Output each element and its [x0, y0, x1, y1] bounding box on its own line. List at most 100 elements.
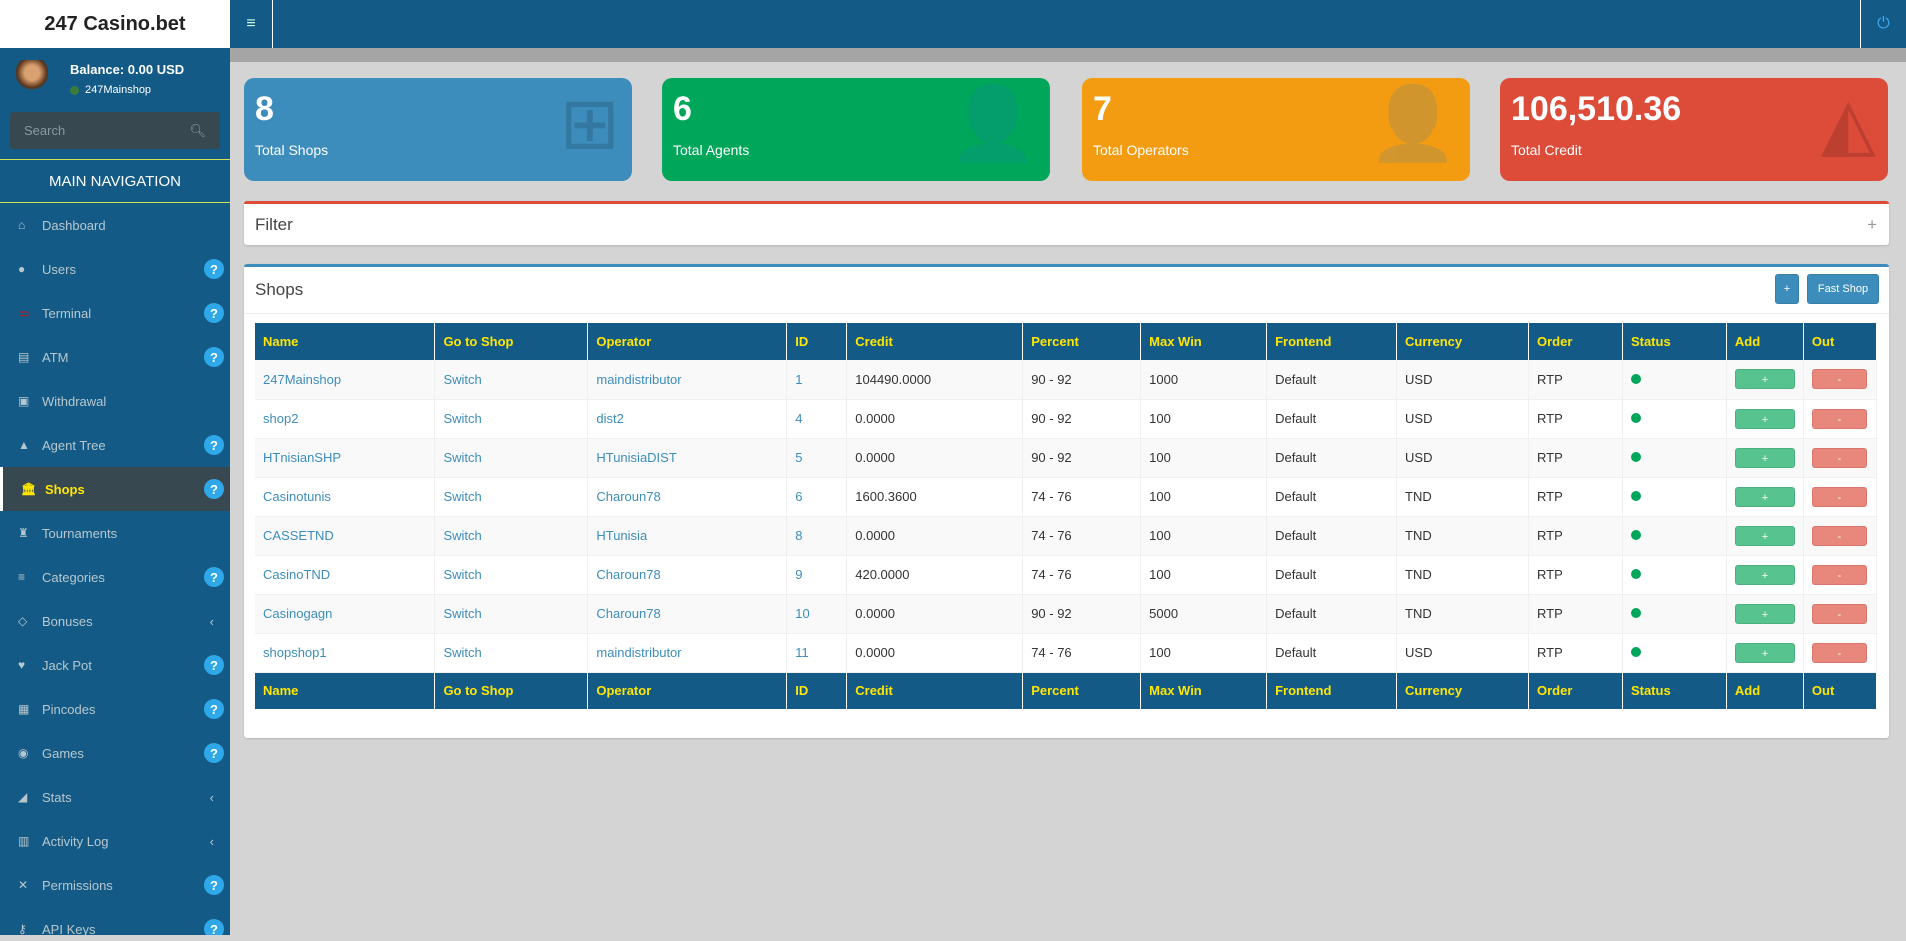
column-header[interactable]: Order [1528, 672, 1623, 709]
cell-go[interactable]: Switch [443, 371, 482, 387]
cell-id[interactable]: 8 [795, 528, 803, 543]
sidebar-item-pincodes[interactable]: ▦ Pincodes? [0, 687, 230, 731]
cell-go[interactable]: Switch [443, 645, 482, 660]
withdraw-credit-button[interactable]: - [1811, 447, 1867, 468]
cell-name[interactable]: CASSETND [263, 528, 334, 543]
column-header[interactable]: Add [1726, 672, 1804, 709]
stat-card-total-agents[interactable]: 6 Total Agents 👤 [662, 78, 1050, 181]
cell-operator[interactable]: maindistributor [596, 645, 682, 660]
sidebar-item-activity-log[interactable]: ▥ Activity Log ‹ [0, 819, 230, 863]
sidebar-item-stats[interactable]: ◢ Stats ‹ [0, 775, 230, 819]
column-header[interactable]: Operator [587, 672, 788, 709]
filter-panel[interactable]: Filter + [244, 201, 1889, 245]
column-header[interactable]: Add [1726, 323, 1804, 360]
withdraw-credit-button[interactable]: - [1811, 525, 1867, 546]
sidebar-item-users[interactable]: ● Users? [0, 247, 230, 291]
cell-id[interactable]: 4 [795, 411, 803, 426]
fast-shop-button[interactable]: Fast Shop [1807, 274, 1879, 304]
chevron-left-icon[interactable]: ‹ [209, 833, 214, 849]
add-credit-button[interactable]: + [1734, 408, 1795, 429]
cell-name[interactable]: shop2 [263, 411, 299, 426]
withdraw-credit-button[interactable]: - [1811, 408, 1867, 429]
cell-operator[interactable]: dist2 [596, 411, 624, 426]
help-icon[interactable]: ? [204, 259, 224, 279]
cell-operator[interactable]: Charoun78 [596, 567, 661, 582]
cell-go[interactable]: Switch [443, 606, 482, 621]
help-icon[interactable]: ? [204, 699, 224, 719]
column-header[interactable]: Order [1528, 323, 1623, 360]
withdraw-credit-button[interactable]: - [1811, 603, 1867, 624]
help-icon[interactable]: ? [204, 303, 224, 323]
column-header[interactable]: Percent [1022, 672, 1142, 709]
cell-id[interactable]: 11 [795, 645, 809, 660]
withdraw-credit-button[interactable]: - [1811, 642, 1867, 663]
search-icon[interactable]: 🔍︎ [189, 122, 206, 138]
add-shop-button[interactable]: + [1775, 274, 1799, 304]
column-header[interactable]: Status [1622, 672, 1727, 709]
sidebar-item-games[interactable]: ◉ Games? [0, 731, 230, 775]
app-logo[interactable]: 247 Casino.bet [0, 0, 230, 48]
cell-go[interactable]: Switch [443, 567, 482, 582]
help-icon[interactable]: ? [204, 435, 224, 455]
cell-name[interactable]: CasinoTND [263, 567, 331, 582]
sidebar-item-api-keys[interactable]: ⚷ API Keys? [0, 907, 230, 935]
column-header[interactable]: Currency [1396, 323, 1529, 360]
sidebar-item-withdrawal[interactable]: ▣ Withdrawal [0, 379, 230, 423]
column-header[interactable]: Frontend [1266, 672, 1398, 709]
chevron-left-icon[interactable]: ‹ [209, 613, 214, 629]
cell-name[interactable]: 247Mainshop [263, 371, 342, 387]
sidebar-item-bonuses[interactable]: ◇ Bonuses ‹ [0, 599, 230, 643]
column-header[interactable]: Max Win [1140, 323, 1268, 360]
cell-id[interactable]: 5 [795, 450, 803, 465]
column-header[interactable]: ID [786, 672, 848, 709]
cell-name[interactable]: Casinogagn [263, 606, 333, 621]
stat-card-total-shops[interactable]: 8 Total Shops ⊞ [244, 78, 632, 181]
column-header[interactable]: Max Win [1140, 672, 1268, 709]
withdraw-credit-button[interactable]: - [1811, 564, 1867, 585]
cell-go[interactable]: Switch [443, 411, 482, 426]
sidebar-item-agent-tree[interactable]: ▲ Agent Tree? [0, 423, 230, 467]
column-header[interactable]: Credit [846, 323, 1024, 360]
column-header[interactable]: Credit [846, 672, 1024, 709]
add-credit-button[interactable]: + [1734, 564, 1795, 585]
cell-operator[interactable]: HTunisia [596, 528, 648, 543]
sidebar-item-terminal[interactable]: ▭ Terminal? [0, 291, 230, 335]
column-header[interactable]: Operator [587, 323, 788, 360]
help-icon[interactable]: ? [204, 919, 224, 935]
chevron-left-icon[interactable]: ‹ [209, 789, 214, 805]
cell-operator[interactable]: Charoun78 [596, 606, 661, 621]
cell-id[interactable]: 10 [795, 606, 810, 621]
column-header[interactable]: Out [1803, 672, 1878, 709]
help-icon[interactable]: ? [204, 655, 224, 675]
cell-go[interactable]: Switch [443, 528, 482, 543]
help-icon[interactable]: ? [204, 743, 224, 763]
column-header[interactable]: Percent [1022, 323, 1142, 360]
cell-id[interactable]: 1 [795, 371, 803, 387]
sidebar-item-tournaments[interactable]: ♜ Tournaments [0, 511, 230, 555]
column-header[interactable]: ID [786, 323, 848, 360]
column-header[interactable]: Frontend [1266, 323, 1398, 360]
stat-card-total-operators[interactable]: 7 Total Operators 👤 [1082, 78, 1470, 181]
sidebar-item-categories[interactable]: ≡ Categories? [0, 555, 230, 599]
cell-operator[interactable]: HTunisiaDIST [596, 450, 677, 465]
cell-name[interactable]: Casinotunis [263, 489, 331, 504]
add-credit-button[interactable]: + [1734, 603, 1795, 624]
withdraw-credit-button[interactable]: - [1811, 486, 1867, 507]
sidebar-toggle-icon[interactable]: ≡ [230, 0, 273, 48]
add-credit-button[interactable]: + [1734, 369, 1795, 390]
sidebar-item-atm[interactable]: ▤ ATM? [0, 335, 230, 379]
help-icon[interactable]: ? [204, 347, 224, 367]
cell-id[interactable]: 6 [795, 489, 803, 504]
add-credit-button[interactable]: + [1734, 642, 1795, 663]
help-icon[interactable]: ? [204, 875, 224, 895]
cell-go[interactable]: Switch [443, 489, 482, 504]
cell-name[interactable]: HTnisianSHP [263, 450, 342, 465]
add-credit-button[interactable]: + [1734, 447, 1795, 468]
cell-operator[interactable]: maindistributor [596, 371, 682, 387]
withdraw-credit-button[interactable]: - [1811, 369, 1867, 390]
sidebar-item-dashboard[interactable]: ⌂ Dashboard [0, 203, 230, 247]
column-header[interactable]: Go to Shop [434, 672, 589, 709]
add-credit-button[interactable]: + [1734, 486, 1795, 507]
stat-card-total-credit[interactable]: 106,510.36 Total Credit ◭ [1500, 78, 1888, 181]
sidebar-item-jack-pot[interactable]: ♥ Jack Pot? [0, 643, 230, 687]
